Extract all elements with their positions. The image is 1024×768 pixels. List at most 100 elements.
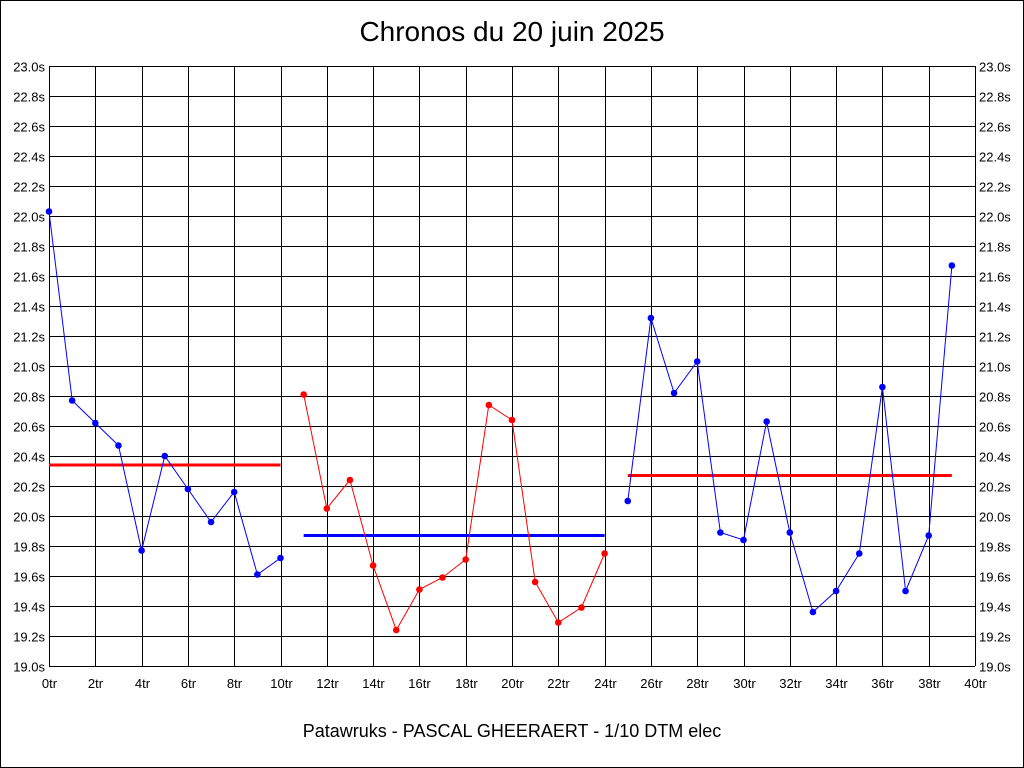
x-tick-label: 32tr: [779, 676, 802, 691]
data-point: [948, 262, 956, 269]
y-tick-label-right: 21.4s: [979, 300, 1011, 315]
y-tick-label-left: 21.4s: [13, 300, 45, 315]
y-tick-label-left: 22.4s: [13, 150, 45, 165]
y-tick-label-right: 22.0s: [979, 210, 1011, 225]
x-tick-label: 2tr: [88, 676, 104, 691]
y-tick-label-left: 19.2s: [13, 630, 45, 645]
data-point: [485, 401, 493, 409]
data-point: [832, 587, 840, 595]
y-tick-label-left: 22.0s: [13, 210, 45, 225]
y-tick-label-left: 20.4s: [13, 450, 45, 465]
y-tick-label-right: 22.6s: [979, 120, 1011, 135]
y-tick-label-right: 21.2s: [979, 330, 1011, 345]
y-tick-label-left: 22.8s: [13, 90, 45, 105]
y-tick-label-left: 21.2s: [13, 330, 45, 345]
data-point: [879, 383, 886, 391]
y-tick-label-right: 21.6s: [979, 270, 1011, 285]
y-tick-label-left: 20.8s: [13, 390, 45, 405]
data-point: [439, 574, 446, 581]
x-tick-label: 34tr: [825, 676, 848, 691]
x-tick-label: 16tr: [408, 676, 431, 691]
data-point: [92, 419, 99, 427]
data-point: [693, 358, 701, 365]
data-point: [786, 529, 794, 536]
data-point: [555, 619, 562, 626]
y-tick-label-right: 21.0s: [979, 360, 1011, 375]
data-point: [855, 550, 863, 557]
x-tick-label: 0tr: [42, 676, 58, 691]
y-tick-label-right: 20.2s: [979, 480, 1011, 495]
x-tick-label: 38tr: [918, 676, 941, 691]
x-tick-label: 22tr: [547, 676, 570, 691]
y-tick-label-right: 19.2s: [979, 630, 1011, 645]
x-tick-label: 20tr: [501, 676, 524, 691]
data-point: [184, 485, 192, 493]
y-tick-label-right: 22.2s: [979, 180, 1011, 195]
data-point: [717, 529, 724, 536]
y-tick-label-left: 19.6s: [13, 570, 45, 585]
chart-footer: Patawruks - PASCAL GHEERAERT - 1/10 DTM …: [302, 721, 722, 741]
data-point: [346, 476, 354, 484]
data-point: [647, 314, 655, 322]
data-point: [392, 626, 400, 634]
data-point: [508, 416, 516, 424]
y-tick-label-left: 20.0s: [13, 510, 45, 525]
x-tick-label: 28tr: [686, 676, 709, 691]
x-tick-label: 8tr: [227, 676, 243, 691]
x-tick-label: 6tr: [181, 676, 197, 691]
chart-title: Chronos du 20 juin 2025: [359, 16, 665, 47]
x-tick-label: 30tr: [733, 676, 756, 691]
data-point: [161, 452, 169, 460]
x-tick-label: 26tr: [640, 676, 663, 691]
y-tick-label-right: 20.0s: [979, 510, 1011, 525]
data-point: [300, 391, 307, 398]
data-point: [68, 397, 76, 404]
y-tick-label-right: 22.4s: [979, 150, 1011, 165]
data-point: [925, 532, 932, 539]
data-point: [230, 488, 238, 496]
y-tick-label-left: 19.0s: [13, 660, 45, 675]
x-tick-label: 18tr: [455, 676, 478, 691]
data-point: [323, 505, 331, 512]
y-tick-label-left: 22.6s: [13, 120, 45, 135]
y-tick-label-left: 21.0s: [13, 360, 45, 375]
data-point: [809, 608, 817, 616]
y-tick-label-right: 19.8s: [979, 540, 1011, 555]
y-tick-label-right: 20.6s: [979, 420, 1011, 435]
y-tick-label-right: 19.0s: [979, 660, 1011, 675]
x-tick-label: 24tr: [594, 676, 617, 691]
data-point: [45, 208, 53, 215]
data-point: [763, 418, 770, 425]
x-tick-label: 4tr: [135, 676, 151, 691]
data-point: [462, 556, 470, 563]
y-tick-label-left: 19.4s: [13, 600, 45, 615]
y-tick-label-left: 21.8s: [13, 240, 45, 255]
y-tick-label-left: 23.0s: [13, 60, 45, 75]
y-tick-label-left: 20.6s: [13, 420, 45, 435]
y-tick-label-left: 19.8s: [13, 540, 45, 555]
y-tick-label-right: 20.4s: [979, 450, 1011, 465]
x-tick-label: 10tr: [270, 676, 293, 691]
data-point: [670, 389, 678, 397]
y-tick-label-right: 19.6s: [979, 570, 1011, 585]
data-point: [531, 578, 539, 586]
data-point: [416, 586, 423, 593]
data-point: [138, 547, 145, 554]
data-point: [369, 562, 377, 569]
data-point: [578, 604, 585, 611]
data-point: [115, 442, 122, 449]
y-tick-label-right: 21.8s: [979, 240, 1011, 255]
x-tick-label: 12tr: [316, 676, 339, 691]
series-line: [303, 394, 606, 632]
y-tick-label-right: 23.0s: [979, 60, 1011, 75]
x-tick-label: 36tr: [871, 676, 894, 691]
data-point: [740, 536, 747, 544]
data-point: [277, 554, 284, 562]
data-point: [601, 550, 608, 557]
y-tick-label-right: 20.8s: [979, 390, 1011, 405]
data-point: [254, 571, 261, 578]
y-tick-label-right: 19.4s: [979, 600, 1011, 615]
y-tick-label-left: 21.6s: [13, 270, 45, 285]
data-point: [624, 497, 632, 505]
